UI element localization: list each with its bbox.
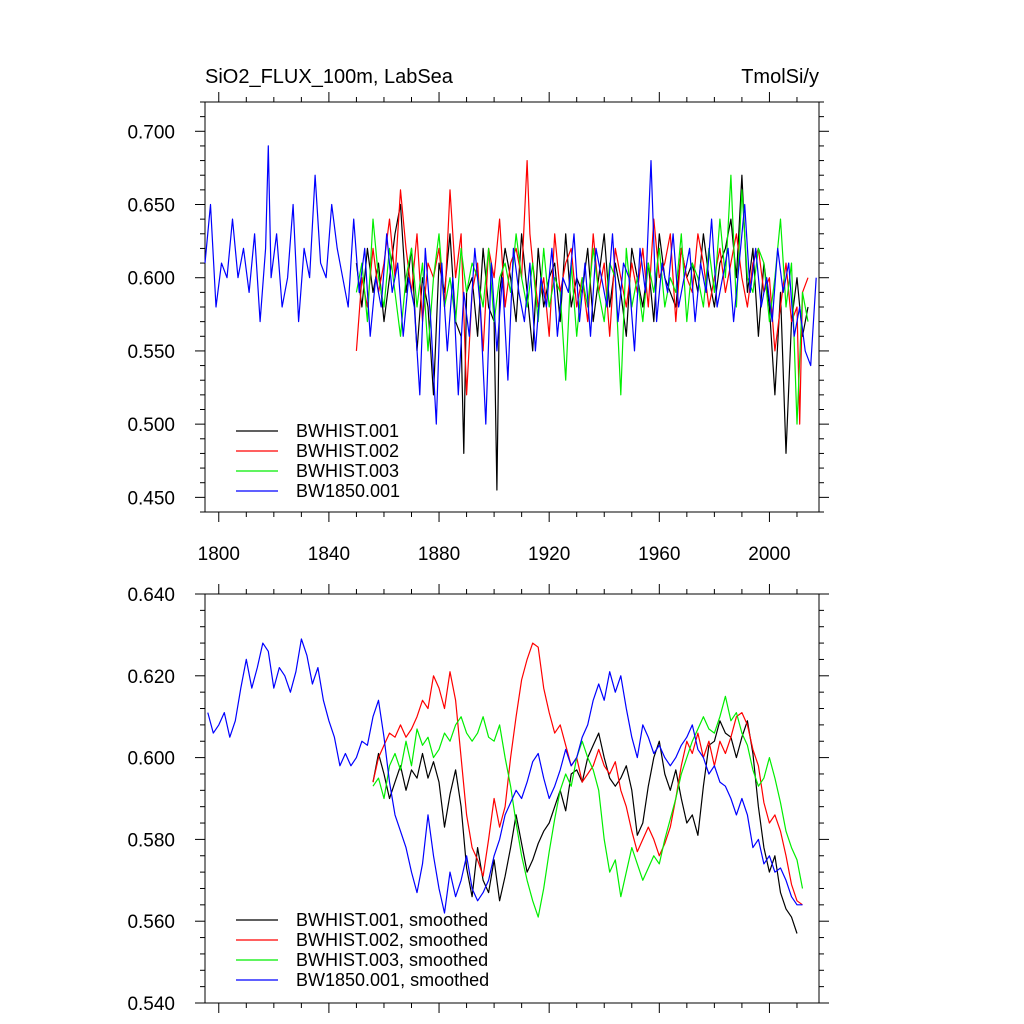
legend-label: BWHIST.001	[296, 421, 399, 441]
y-tick-label: 0.600	[127, 269, 175, 290]
y-tick-label: 0.650	[127, 196, 175, 217]
y-tick-label: 0.560	[127, 912, 175, 933]
x-tick-label: 1800	[198, 544, 240, 565]
y-tick-label: 0.620	[127, 667, 175, 688]
y-tick-label: 0.640	[127, 585, 175, 606]
legend-label: BW1850.001, smoothed	[296, 970, 489, 990]
x-tick-label: 2000	[748, 544, 790, 565]
series-line	[372, 695, 804, 918]
y-tick-label: 0.580	[127, 830, 175, 851]
top-panel: 1800 1840 1880 1920 1960 2000 0.450 0.500 0.550 0…	[127, 92, 829, 565]
plot-frame	[204, 593, 820, 1004]
legend-label: BWHIST.003, smoothed	[296, 950, 488, 970]
series-line	[372, 720, 798, 934]
x-tick-label: 1920	[528, 544, 570, 565]
legend-label: BW1850.001	[296, 481, 400, 501]
x-tick-label: 1880	[418, 544, 460, 565]
x-tick-label: 1960	[638, 544, 680, 565]
series-line	[372, 642, 803, 906]
chart-units: TmolSi/y	[741, 66, 819, 88]
y-tick-label: 0.600	[127, 749, 175, 770]
y-tick-label: 0.500	[127, 415, 175, 436]
series-line	[355, 174, 809, 425]
series-line	[207, 638, 803, 914]
series-line	[204, 145, 817, 425]
bottom-panel: 0.540 0.560 0.580 0.600 0.620 0.640 BWHIST.001…	[127, 584, 829, 1015]
y-tick-label: 0.700	[127, 122, 175, 143]
legend-label: BWHIST.001, smoothed	[296, 910, 488, 930]
x-tick-label: 1840	[308, 544, 350, 565]
chart-title: SiO2_FLUX_100m, LabSea	[205, 66, 454, 88]
y-tick-label: 0.540	[127, 994, 175, 1015]
legend-label: BWHIST.003	[296, 461, 399, 481]
y-tick-label: 0.450	[127, 488, 175, 509]
legend-label: BWHIST.002, smoothed	[296, 930, 488, 950]
legend-label: BWHIST.002	[296, 441, 399, 461]
y-tick-label: 0.550	[127, 342, 175, 363]
